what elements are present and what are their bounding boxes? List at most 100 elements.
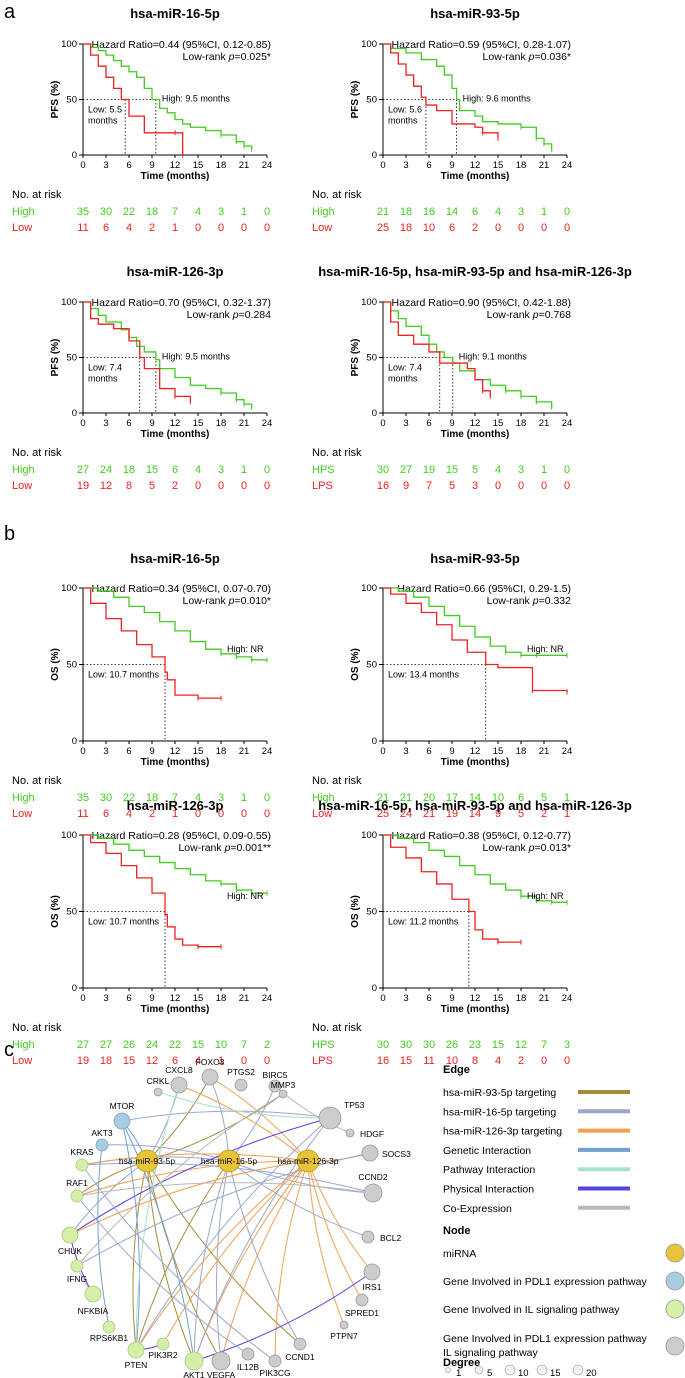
x-tick-label: 24 bbox=[262, 746, 273, 757]
y-tick-label: 50 bbox=[66, 95, 77, 106]
low-curve bbox=[383, 587, 568, 693]
x-tick-label: 21 bbox=[239, 993, 250, 1004]
x-tick-label: 15 bbox=[493, 993, 504, 1004]
risk-high-value: 35 bbox=[77, 206, 89, 218]
node-mir16 bbox=[217, 1149, 241, 1173]
x-tick-label: 9 bbox=[449, 160, 454, 171]
risk-high-value: 0 bbox=[264, 464, 270, 476]
risk-low-value: 2 bbox=[172, 480, 178, 492]
risk-low-value: 16 bbox=[377, 480, 389, 492]
node-label-chuk: CHUK bbox=[58, 1246, 82, 1256]
node-tp53 bbox=[318, 1106, 342, 1130]
legend-node-label-2: IL signaling pathway bbox=[443, 1347, 539, 1359]
km-plot-7: hsa-miR-126-3p Hazard Ratio=0.28 (95%CI, … bbox=[12, 798, 272, 1067]
risk-low-value: 4 bbox=[195, 1055, 201, 1067]
risk-high-value: 24 bbox=[100, 464, 112, 476]
y-tick-label: 0 bbox=[72, 408, 77, 419]
node-raf1 bbox=[70, 1189, 84, 1203]
edge-mir16-ccnd1 bbox=[228, 1160, 301, 1345]
no-at-risk-label: No. at risk bbox=[12, 189, 62, 201]
risk-low-value: 0 bbox=[264, 222, 270, 234]
x-tick-label: 18 bbox=[516, 418, 527, 429]
km-plots: hsa-miR-16-5p Hazard Ratio=0.44 (95%CI, 0… bbox=[12, 6, 632, 1067]
risk-low-value: 19 bbox=[77, 1055, 89, 1067]
plot-title: hsa-miR-16-5p bbox=[130, 6, 220, 21]
node-label-mtor: MTOR bbox=[110, 1101, 135, 1111]
node-label-mmp3: MMP3 bbox=[271, 1080, 296, 1090]
x-tick-label: 6 bbox=[426, 418, 431, 429]
x-axis-label: Time (months) bbox=[141, 171, 210, 182]
risk-low-value: 0 bbox=[564, 480, 570, 492]
high-median-label: High: 9.1 months bbox=[459, 352, 528, 362]
panel-label-a: a bbox=[4, 1, 16, 23]
x-tick-label: 15 bbox=[493, 160, 504, 171]
risk-low-value: 0 bbox=[195, 808, 201, 820]
risk-high-value: 18 bbox=[146, 206, 158, 218]
legend-edge-label: Co-Expression bbox=[443, 1203, 512, 1215]
risk-low-value: 1 bbox=[172, 222, 178, 234]
risk-high-value: 0 bbox=[264, 792, 270, 804]
node-label-irs1: IRS1 bbox=[363, 1282, 382, 1292]
x-tick-label: 12 bbox=[170, 160, 181, 171]
high-curve bbox=[383, 43, 553, 150]
risk-low-value: 4 bbox=[495, 1055, 501, 1067]
risk-high-value: 23 bbox=[469, 1039, 481, 1051]
y-tick-label: 50 bbox=[366, 660, 377, 671]
risk-low-value: 0 bbox=[241, 222, 247, 234]
risk-low-value: 7 bbox=[426, 480, 432, 492]
hazard-ratio: Hazard Ratio=0.90 (95%CI, 0.42-1.88) bbox=[392, 297, 571, 309]
legend-edge-label: Physical Interaction bbox=[443, 1184, 534, 1196]
legend-degree-circle bbox=[504, 1364, 516, 1376]
risk-low-value: 0 bbox=[541, 1055, 547, 1067]
node-mmp3 bbox=[278, 1089, 288, 1099]
risk-row-low-name: Low bbox=[12, 808, 32, 820]
node-il12b bbox=[241, 1347, 255, 1361]
x-tick-label: 6 bbox=[426, 160, 431, 171]
risk-low-value: 2 bbox=[472, 222, 478, 234]
risk-high-value: 7 bbox=[172, 206, 178, 218]
legend-degree-label: 20 bbox=[586, 1368, 597, 1378]
risk-high-value: 17 bbox=[446, 792, 458, 804]
x-tick-label: 0 bbox=[380, 418, 385, 429]
x-tick-label: 18 bbox=[216, 160, 227, 171]
risk-low-value: 0 bbox=[495, 480, 501, 492]
y-tick-label: 0 bbox=[72, 150, 77, 161]
y-tick-label: 100 bbox=[61, 39, 77, 50]
risk-high-value: 18 bbox=[146, 792, 158, 804]
x-tick-label: 18 bbox=[516, 160, 527, 171]
x-tick-label: 21 bbox=[539, 418, 550, 429]
risk-high-value: 30 bbox=[423, 1039, 435, 1051]
high-curve bbox=[83, 301, 253, 408]
node-label-birc5: BIRC5 bbox=[262, 1070, 287, 1080]
risk-low-value: 1 bbox=[172, 808, 178, 820]
risk-low-value: 0 bbox=[264, 808, 270, 820]
risk-low-value: 2 bbox=[149, 222, 155, 234]
risk-low-value: 0 bbox=[241, 1055, 247, 1067]
risk-low-value: 14 bbox=[469, 808, 481, 820]
risk-high-value: 27 bbox=[400, 464, 412, 476]
node-label-mir126: hsa-miR-126-3p bbox=[278, 1156, 339, 1166]
no-at-risk-label: No. at risk bbox=[12, 447, 62, 459]
high-median-label: High: 9.6 months bbox=[463, 94, 532, 104]
x-tick-label: 12 bbox=[170, 993, 181, 1004]
risk-high-value: 27 bbox=[77, 464, 89, 476]
y-tick-label: 100 bbox=[361, 583, 377, 594]
edge-mir93-vegfa bbox=[146, 1160, 222, 1362]
low-curve bbox=[383, 43, 499, 139]
risk-high-value: 6 bbox=[472, 206, 478, 218]
x-tick-label: 6 bbox=[426, 993, 431, 1004]
x-tick-label: 6 bbox=[126, 160, 131, 171]
legend-degree-circle bbox=[536, 1364, 548, 1376]
risk-low-value: 18 bbox=[400, 222, 412, 234]
risk-high-value: 3 bbox=[564, 1039, 570, 1051]
risk-high-value: 5 bbox=[541, 792, 547, 804]
x-tick-label: 3 bbox=[103, 993, 108, 1004]
x-tick-label: 24 bbox=[562, 160, 573, 171]
edge-tp53-mtor bbox=[121, 1110, 331, 1122]
network-legend: Edge hsa-miR-93-5p targeting hsa-miR-16-5p… bbox=[443, 1064, 685, 1378]
risk-high-value: 10 bbox=[492, 792, 504, 804]
node-crkl bbox=[153, 1087, 163, 1097]
y-tick-label: 0 bbox=[372, 408, 377, 419]
x-axis-label: Time (months) bbox=[441, 429, 510, 440]
low-rank-p: Low-rank p=0.013* bbox=[483, 842, 571, 854]
